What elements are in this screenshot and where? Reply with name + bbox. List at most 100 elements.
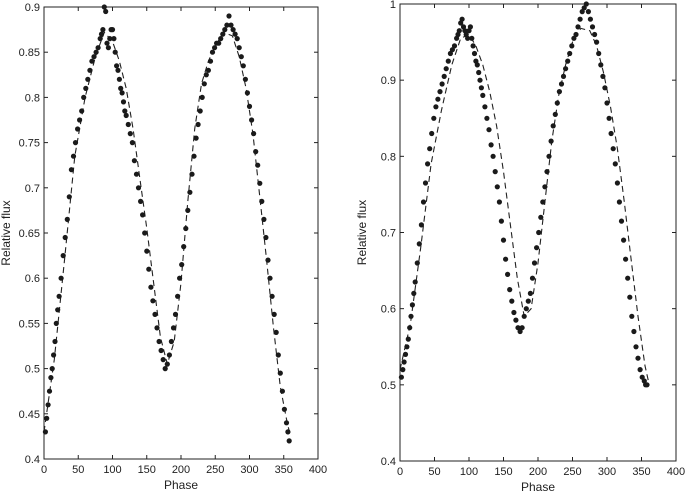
data-point <box>205 67 211 73</box>
data-point <box>100 27 106 33</box>
data-point <box>111 36 117 42</box>
data-point <box>122 108 128 114</box>
data-point <box>614 180 621 186</box>
data-point <box>119 90 125 96</box>
data-point <box>222 27 228 33</box>
data-point <box>554 100 560 106</box>
data-point <box>407 325 413 331</box>
data-point <box>279 388 285 394</box>
data-point <box>189 171 195 177</box>
data-point <box>486 127 492 133</box>
data-point <box>405 336 411 342</box>
data-point <box>191 153 197 159</box>
data-point <box>409 302 415 308</box>
y-tick-label: 0.45 <box>19 409 40 421</box>
data-point <box>538 214 544 220</box>
data-point <box>236 45 242 51</box>
data-point <box>542 184 548 190</box>
data-point <box>45 402 51 408</box>
data-point <box>556 89 563 95</box>
data-point <box>490 153 496 159</box>
y-tick-label: 0.65 <box>19 228 40 240</box>
x-tick-label: 300 <box>240 464 258 476</box>
data-point <box>286 438 292 444</box>
data-point <box>267 275 273 281</box>
data-point <box>48 375 54 381</box>
y-axis-label: Relative flux <box>355 200 369 265</box>
data-point <box>437 89 443 95</box>
data-point <box>546 153 552 159</box>
data-point <box>253 149 259 155</box>
data-point <box>548 138 554 144</box>
data-point <box>142 230 148 236</box>
data-point <box>166 352 172 358</box>
data-point <box>600 73 606 79</box>
data-point <box>70 153 77 159</box>
data-point <box>230 27 236 33</box>
y-tick-label: 0.7 <box>25 183 40 195</box>
x-tick-label: 250 <box>563 466 581 478</box>
x-tick-label: 400 <box>309 464 327 476</box>
data-point <box>177 275 183 281</box>
x-tick-label: 50 <box>428 466 440 478</box>
data-point <box>525 298 531 304</box>
x-tick-label: 200 <box>172 464 190 476</box>
y-tick-label: 0.9 <box>381 75 396 87</box>
data-point <box>531 260 538 266</box>
data-point <box>494 184 500 190</box>
data-point <box>509 298 515 304</box>
data-point <box>255 162 261 168</box>
data-point <box>565 58 571 64</box>
data-point <box>85 76 91 82</box>
data-point <box>519 325 525 331</box>
data-point <box>449 47 455 53</box>
x-tick-label: 0 <box>397 466 403 478</box>
data-point <box>285 429 291 435</box>
data-point <box>271 311 277 317</box>
data-point <box>507 287 513 293</box>
data-point <box>623 256 629 262</box>
data-point <box>251 131 257 137</box>
data-point <box>212 45 218 51</box>
x-tick-label: 50 <box>72 464 84 476</box>
data-point <box>164 361 170 367</box>
x-tick-label: 100 <box>103 464 121 476</box>
y-tick-label: 0.55 <box>19 318 40 330</box>
data-point <box>606 115 612 121</box>
data-point <box>484 115 490 121</box>
data-point <box>228 22 234 28</box>
data-point <box>185 207 191 213</box>
data-point <box>263 234 269 241</box>
data-point <box>81 94 87 100</box>
data-point <box>513 317 519 323</box>
data-point <box>477 77 483 83</box>
data-point <box>408 313 414 319</box>
data-point <box>425 161 431 167</box>
data-point <box>511 309 517 316</box>
model-fit-curve <box>43 31 292 437</box>
data-point <box>95 45 101 51</box>
data-point <box>226 13 232 19</box>
data-point <box>558 81 565 87</box>
data-point <box>154 325 160 331</box>
data-point <box>471 50 478 57</box>
data-point <box>515 325 521 331</box>
x-tick-label: 350 <box>632 466 650 478</box>
data-point <box>581 5 587 11</box>
data-point <box>422 180 429 186</box>
data-point <box>500 237 507 243</box>
data-point <box>627 294 633 300</box>
data-point <box>51 352 57 358</box>
data-point <box>639 374 645 380</box>
data-point <box>476 69 482 76</box>
data-point <box>120 99 127 105</box>
data-point <box>451 43 458 49</box>
data-point <box>224 22 230 28</box>
y-tick-label: 0.9 <box>25 2 40 14</box>
data-point <box>265 257 271 263</box>
data-point <box>540 199 546 205</box>
data-point <box>625 275 631 281</box>
data-point <box>68 167 74 173</box>
data-point <box>592 31 598 38</box>
